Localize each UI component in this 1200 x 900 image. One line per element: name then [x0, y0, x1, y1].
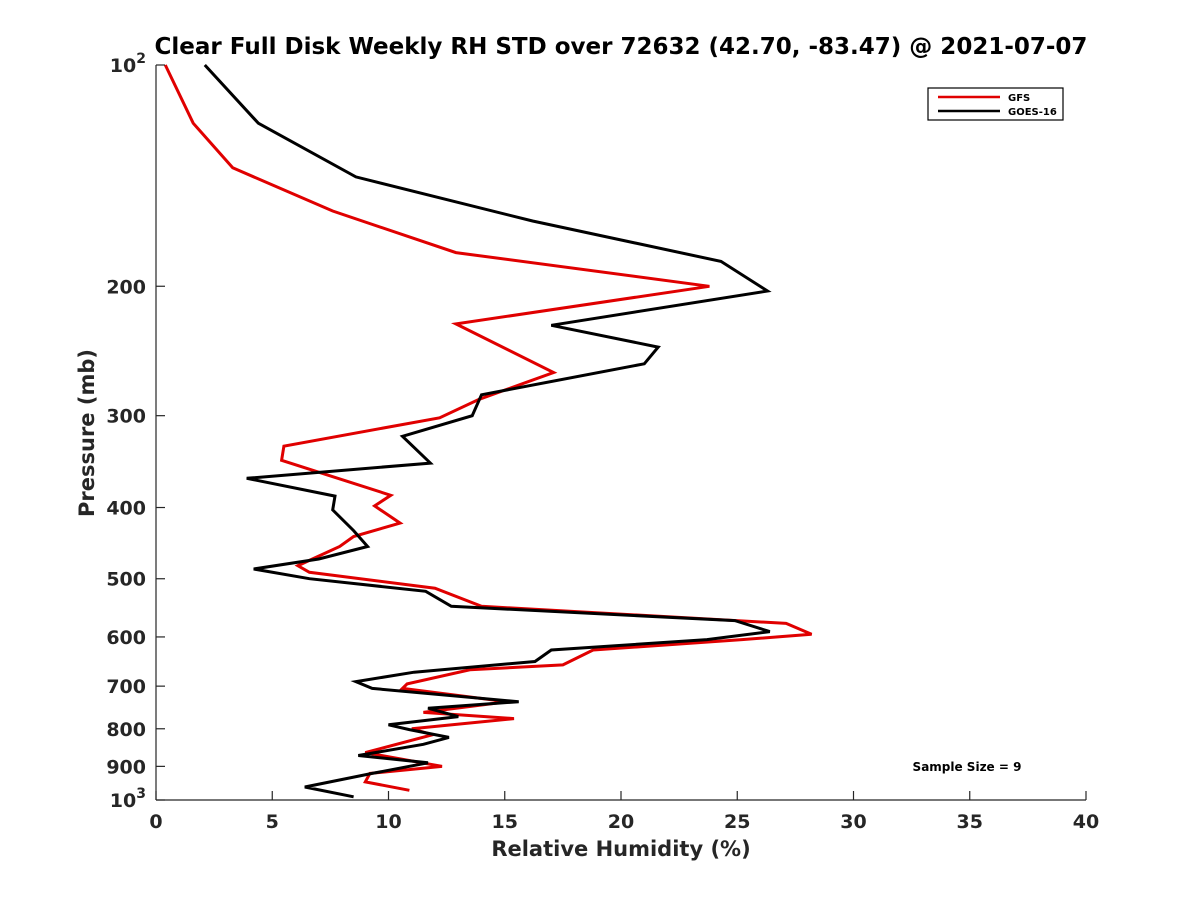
- legend-box: [927, 87, 1064, 121]
- chart-title: Clear Full Disk Weekly RH STD over 72632…: [155, 34, 1088, 60]
- x-axis: 0 5 10 15 20 25 30 35 40: [149, 791, 1099, 833]
- y-axis: 102 200 300 400 500 600 700 800 900 103: [106, 51, 165, 812]
- sample-size-label: Sample Size = 9: [913, 760, 1022, 774]
- legend: GFS GOES-16: [927, 87, 1064, 121]
- y-tick-label: 400: [106, 498, 146, 520]
- series-line-goes-16: [203, 63, 772, 799]
- x-tick-label: 35: [957, 811, 983, 833]
- x-tick-label: 0: [149, 811, 162, 833]
- y-tick-label: 700: [106, 676, 146, 698]
- x-axis-title: Relative Humidity (%): [491, 837, 750, 861]
- plot-area: [155, 63, 1086, 801]
- y-tick-label: 200: [106, 276, 146, 298]
- x-tick-label: 10: [375, 811, 401, 833]
- x-tick-label: 30: [840, 811, 866, 833]
- x-tick-label: 25: [724, 811, 750, 833]
- y-tick-label: 900: [106, 756, 146, 778]
- x-tick-label: 20: [608, 811, 634, 833]
- x-tick-label: 40: [1073, 811, 1099, 833]
- y-tick-label: 102: [110, 51, 146, 77]
- x-tick-label: 15: [492, 811, 518, 833]
- series-line-gfs: [163, 64, 813, 792]
- y-tick-label: 800: [106, 719, 146, 741]
- y-tick-label: 500: [106, 569, 146, 591]
- y-tick-label: 103: [110, 786, 146, 812]
- y-tick-label: 600: [106, 627, 146, 649]
- y-tick-label: 300: [106, 406, 146, 428]
- legend-label: GOES-16: [1008, 107, 1057, 118]
- y-axis-title: Pressure (mb): [75, 349, 99, 517]
- legend-label: GFS: [1008, 93, 1030, 104]
- x-tick-label: 5: [266, 811, 279, 833]
